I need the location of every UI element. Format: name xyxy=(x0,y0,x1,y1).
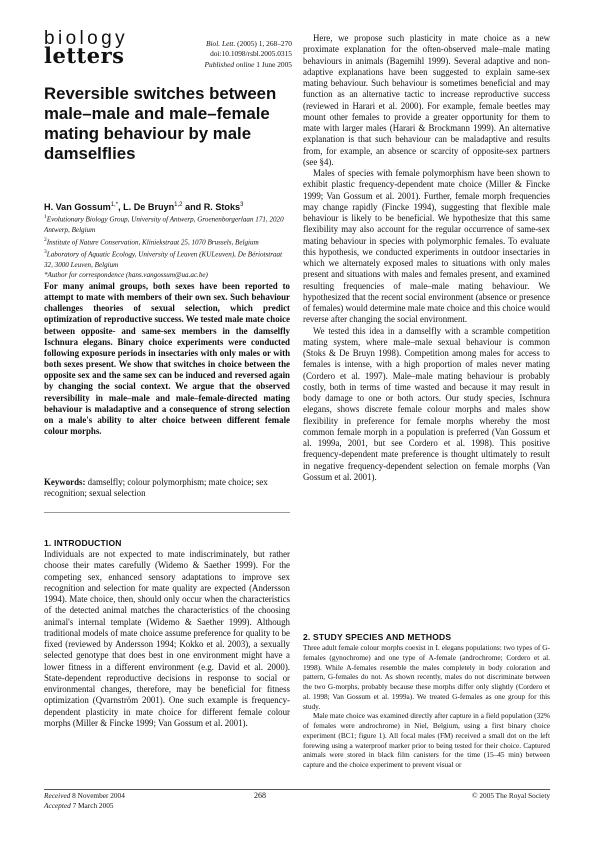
methods-paragraph: Male mate choice was examined directly a… xyxy=(303,711,550,769)
article-title: Reversible switches between male–male an… xyxy=(44,84,277,163)
published-label: Published online xyxy=(204,59,255,69)
author-affiliation-marker: 1,* xyxy=(110,202,119,208)
page-number: 268 xyxy=(254,791,266,800)
section-heading-introduction: 1. INTRODUCTION xyxy=(44,538,122,548)
author-name: , L. De Bruyn xyxy=(118,202,175,213)
abstract: For many animal groups, both sexes have … xyxy=(44,281,290,437)
footer-divider xyxy=(44,789,550,790)
affiliation-marker: 1 xyxy=(44,214,47,220)
keywords: Keywords: damselfly; colour polymorphism… xyxy=(44,477,290,500)
affiliation-item: 2Institute of Nature Conservation, Klini… xyxy=(44,235,290,248)
affiliation-text: Institute of Nature Conservation, Klinie… xyxy=(46,238,259,247)
author-name: H. Van Gossum xyxy=(44,202,111,213)
author-name: and R. Stoks xyxy=(182,202,241,213)
methods-paragraph: Three adult female colour morphs coexist… xyxy=(303,643,550,711)
footer-dates: Received 8 November 2004 Accepted 7 Marc… xyxy=(44,791,125,810)
affiliation-item: 3Laboratory of Aquatic Ecology, Universi… xyxy=(44,247,290,270)
journal-logo-letters: letters xyxy=(44,43,125,68)
journal-logo-biology: biology xyxy=(44,28,129,49)
introduction-paragraph: Individuals are not expected to mate ind… xyxy=(44,549,290,728)
body-paragraph: Males of species with female polymorphis… xyxy=(303,168,550,325)
citation-block: Biol. Lett. (2005) 1, 268–270 doi:10.109… xyxy=(180,39,292,70)
body-paragraph: Here, we propose such plasticity in mate… xyxy=(303,33,550,167)
author-list: H. Van Gossum1,*, L. De Bruyn1,2 and R. … xyxy=(44,199,294,213)
keywords-divider xyxy=(44,512,290,513)
body-paragraph: We tested this idea in a damselfly with … xyxy=(303,325,550,482)
affiliation-item: 1Evolutionary Biology Group, University … xyxy=(44,212,290,235)
correspondence-note: *Author for correspondence (hans.vangoss… xyxy=(44,271,208,280)
section-heading-methods: 2. STUDY SPECIES AND METHODS xyxy=(303,632,452,642)
keywords-label: Keywords: xyxy=(44,477,86,487)
accepted-date: 7 March 2005 xyxy=(70,800,114,810)
copyright: © 2005 The Royal Society xyxy=(472,791,550,800)
received-label: Received xyxy=(44,791,71,800)
citation-volume: (2005) 1, 268–270 xyxy=(235,39,292,48)
published-date: 1 June 2005 xyxy=(254,59,292,69)
accepted-label: Accepted xyxy=(44,800,71,810)
doi[interactable]: doi:10.1098/rsbl.2005.0315 xyxy=(210,49,292,59)
affiliation-text: Evolutionary Biology Group, University o… xyxy=(44,215,284,234)
keywords-list: damselfly; colour polymorphism; mate cho… xyxy=(44,477,268,499)
received-date: 8 November 2004 xyxy=(70,791,125,800)
affiliation-text: Laboratory of Aquatic Ecology, Universit… xyxy=(44,250,283,269)
citation-journal: Biol. Lett. xyxy=(205,39,236,48)
author-affiliation-marker: 1,2 xyxy=(174,202,183,208)
affiliation-marker: 2 xyxy=(44,236,47,243)
affiliation-marker: 3 xyxy=(44,249,47,256)
affiliations: 1Evolutionary Biology Group, University … xyxy=(44,212,290,280)
author-affiliation-marker: 3 xyxy=(240,202,244,208)
